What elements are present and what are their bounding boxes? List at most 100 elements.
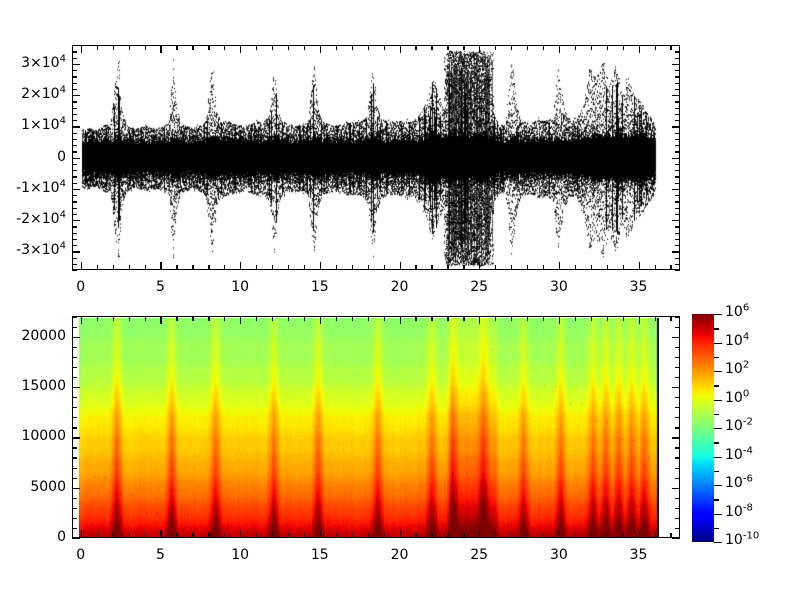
axis-tick — [240, 316, 242, 324]
axis-tick — [224, 533, 226, 538]
colorbar-tick — [714, 385, 719, 387]
colorbar-tick-label: 10-6 — [725, 473, 753, 491]
x-tick-label: 30 — [549, 547, 568, 563]
axis-tick — [240, 45, 242, 53]
axis-tick — [672, 126, 680, 128]
axis-tick — [574, 533, 577, 538]
axis-tick — [675, 51, 680, 53]
axis-tick — [287, 316, 290, 321]
axis-tick — [80, 45, 83, 53]
axis-tick — [675, 201, 680, 203]
axis-tick — [675, 57, 680, 59]
axis-tick — [367, 316, 369, 321]
axis-tick — [606, 265, 608, 270]
axis-tick — [447, 316, 449, 321]
axis-tick — [463, 316, 465, 321]
axis-tick — [675, 145, 680, 147]
axis-tick — [192, 533, 194, 538]
spectrogram-panel: 0 5 10 15 20 25 30 35 0 5000 10000 15000 20000 106 1… — [0, 300, 800, 600]
y-tick-label: 0 — [57, 148, 66, 165]
axis-tick — [447, 45, 449, 50]
axis-tick — [72, 477, 77, 479]
axis-tick — [606, 533, 608, 538]
axis-tick — [675, 457, 680, 459]
axis-tick — [112, 316, 114, 321]
axis-tick — [72, 45, 77, 47]
axis-tick — [144, 316, 146, 321]
axis-tick — [72, 88, 77, 91]
axis-tick — [447, 265, 449, 270]
axis-tick — [256, 316, 258, 321]
axis-tick — [675, 151, 680, 153]
colorbar-tick — [714, 485, 722, 487]
axis-tick — [675, 407, 680, 409]
axis-tick — [72, 126, 80, 128]
axis-tick — [72, 386, 80, 389]
axis-tick — [319, 316, 322, 324]
axis-tick — [675, 163, 680, 166]
axis-tick — [351, 316, 353, 321]
axis-tick — [72, 257, 77, 259]
colorbar-tick — [714, 542, 722, 544]
axis-tick — [72, 417, 77, 419]
axis-tick — [675, 517, 680, 520]
axis-tick — [670, 533, 672, 538]
axis-tick — [383, 533, 385, 538]
y-tick-label: 1×104 — [21, 115, 66, 134]
axis-tick — [415, 45, 417, 50]
colorbar-tick — [714, 456, 722, 458]
axis-tick — [72, 366, 77, 369]
axis-tick — [383, 45, 385, 50]
axis-tick — [495, 533, 497, 538]
axis-tick — [675, 207, 680, 209]
axis-tick — [112, 265, 114, 270]
x-tick-label: 25 — [470, 547, 489, 563]
axis-tick — [72, 397, 77, 399]
axis-tick — [96, 533, 98, 538]
axis-tick — [431, 316, 433, 321]
axis-tick — [672, 157, 680, 159]
axis-tick — [72, 182, 77, 184]
axis-tick — [672, 336, 680, 338]
axis-tick — [192, 45, 194, 50]
colorbar-tick — [714, 314, 722, 316]
axis-tick — [144, 265, 146, 270]
axis-tick — [176, 45, 178, 50]
axis-tick — [367, 265, 369, 270]
axis-tick — [675, 195, 680, 197]
axis-tick — [675, 263, 680, 266]
axis-tick — [144, 45, 146, 50]
spectrogram-image — [79, 317, 659, 537]
axis-tick — [319, 530, 322, 538]
axis-tick — [240, 262, 242, 270]
axis-tick — [675, 417, 680, 419]
axis-tick — [675, 366, 680, 369]
y-tick-label: 3×104 — [21, 53, 66, 71]
axis-tick — [72, 517, 77, 520]
x-tick-label: 20 — [390, 547, 409, 563]
axis-tick — [144, 533, 146, 538]
axis-tick — [622, 45, 624, 50]
x-tick-label: 35 — [629, 547, 648, 563]
axis-tick — [272, 316, 274, 321]
axis-tick — [256, 265, 258, 270]
axis-tick — [675, 316, 680, 318]
x-tick-label: 5 — [155, 547, 165, 563]
axis-tick — [72, 497, 77, 500]
axis-tick — [638, 530, 640, 538]
axis-tick — [479, 45, 481, 53]
axis-tick — [112, 45, 114, 50]
axis-tick — [675, 101, 680, 103]
axis-tick — [128, 316, 130, 321]
axis-tick — [675, 447, 680, 449]
axis-tick — [256, 45, 258, 50]
axis-tick — [72, 132, 77, 134]
axis-tick — [415, 533, 417, 538]
axis-tick — [383, 265, 385, 270]
y-tick-label: 2×104 — [21, 84, 66, 102]
axis-tick — [112, 533, 114, 538]
axis-tick — [675, 397, 680, 399]
axis-tick — [72, 437, 80, 439]
axis-tick — [208, 533, 210, 538]
colorbar-tick — [714, 513, 722, 515]
